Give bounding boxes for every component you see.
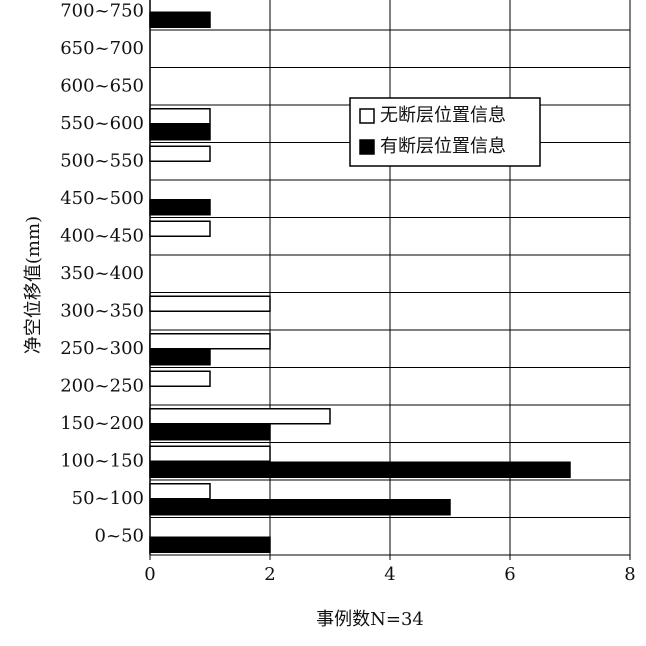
bar <box>149 199 211 216</box>
legend-label: 有断层位置信息 <box>380 136 506 157</box>
bar <box>149 536 271 553</box>
bar <box>149 145 211 162</box>
y-tick-label: 400~450 <box>60 225 144 246</box>
y-axis-label: 净空位移值(mm) <box>23 216 44 354</box>
y-tick-label: 200~250 <box>60 375 144 396</box>
x-tick-label: 6 <box>504 564 515 585</box>
x-tick-label: 4 <box>384 564 395 585</box>
legend-box <box>349 97 541 167</box>
y-tick-label: 150~200 <box>60 413 144 434</box>
bar <box>149 445 271 462</box>
bar <box>149 424 271 441</box>
x-axis-label: 事例数N=34 <box>316 609 424 630</box>
bar <box>149 370 211 387</box>
x-tick-label: 2 <box>264 564 275 585</box>
y-tick-label: 350~400 <box>60 263 144 284</box>
bar <box>149 220 211 237</box>
bar <box>149 295 271 312</box>
legend-swatch <box>359 108 375 124</box>
bar <box>149 108 211 125</box>
y-tick-label: 450~500 <box>60 188 144 209</box>
y-tick-label: 550~600 <box>60 113 144 134</box>
bar <box>149 483 211 500</box>
y-tick-label: 500~550 <box>60 150 144 171</box>
bar <box>149 124 211 141</box>
bar <box>149 499 451 516</box>
y-tick-label: 250~300 <box>60 338 144 359</box>
bar <box>149 461 571 478</box>
y-tick-label: 700~750 <box>60 0 144 21</box>
y-tick-label: 100~150 <box>60 450 144 471</box>
bar <box>149 408 331 425</box>
x-tick-label: 8 <box>624 564 635 585</box>
bar <box>149 349 211 366</box>
bar <box>149 333 271 350</box>
legend-label: 无断层位置信息 <box>380 105 506 126</box>
legend-swatch <box>359 139 375 155</box>
y-tick-label: 50~100 <box>72 488 144 509</box>
y-tick-label: 650~700 <box>60 38 144 59</box>
bar <box>149 11 211 28</box>
y-tick-label: 300~350 <box>60 300 144 321</box>
y-tick-label: 0~50 <box>95 525 144 546</box>
y-tick-label: 600~650 <box>60 75 144 96</box>
x-tick-label: 0 <box>144 564 155 585</box>
